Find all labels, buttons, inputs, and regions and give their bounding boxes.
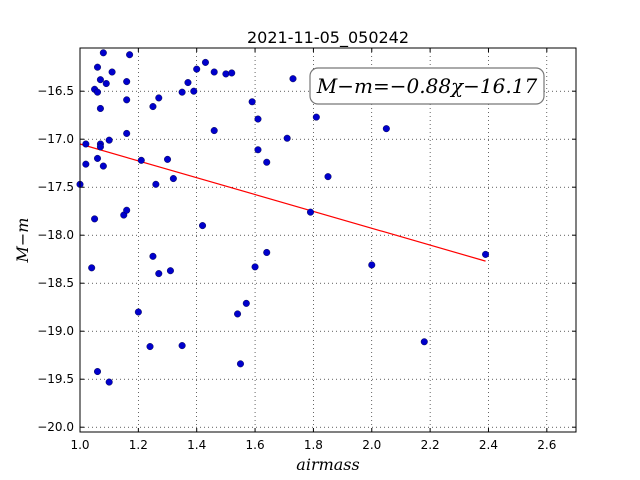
data-point bbox=[94, 154, 102, 162]
data-point bbox=[190, 87, 198, 95]
y-tick-label: −19.0 bbox=[37, 324, 74, 338]
data-point bbox=[126, 51, 134, 59]
data-point bbox=[88, 264, 96, 272]
data-point bbox=[184, 79, 192, 87]
data-point bbox=[420, 338, 428, 346]
data-point bbox=[306, 208, 314, 216]
data-point bbox=[164, 155, 172, 163]
data-point bbox=[178, 342, 186, 350]
data-point bbox=[134, 308, 142, 316]
x-axis-ticks: 1.0 1.2 1.4 1.6 1.8 2.0 2.2 2.4 2.6 bbox=[70, 48, 556, 452]
data-point bbox=[242, 299, 250, 307]
x-tick-label: 2.4 bbox=[479, 438, 498, 452]
data-point bbox=[368, 261, 376, 269]
data-point bbox=[248, 98, 256, 106]
data-point bbox=[283, 134, 291, 142]
data-point bbox=[149, 252, 157, 260]
data-point bbox=[108, 68, 116, 76]
data-point bbox=[152, 180, 160, 188]
data-point bbox=[169, 175, 177, 183]
grid-lines bbox=[79, 48, 576, 432]
data-point bbox=[193, 65, 201, 73]
plot-area bbox=[80, 48, 576, 432]
equation-annotation: M−m=−0.88χ−16.17 bbox=[309, 67, 545, 105]
data-point bbox=[236, 360, 244, 368]
data-point bbox=[99, 162, 107, 170]
y-tick-label: −18.5 bbox=[37, 276, 74, 290]
data-point bbox=[96, 76, 104, 84]
data-point bbox=[166, 267, 174, 275]
y-tick-label: −19.5 bbox=[37, 372, 74, 386]
y-axis-ticks: −16.5 −17.0 −17.5 −18.0 −18.5 −19.0 −19.5 −20.0 bbox=[37, 84, 576, 434]
data-point bbox=[149, 103, 157, 111]
data-point bbox=[146, 343, 154, 351]
data-point bbox=[263, 248, 271, 256]
x-tick-label: 1.8 bbox=[304, 438, 323, 452]
y-tick-label: −18.0 bbox=[37, 228, 74, 242]
fit-line-group bbox=[79, 143, 486, 262]
data-point bbox=[102, 80, 110, 88]
data-point bbox=[201, 58, 209, 66]
x-tick-label: 1.0 bbox=[70, 438, 89, 452]
data-point bbox=[123, 96, 131, 104]
x-tick-label: 2.2 bbox=[421, 438, 440, 452]
data-point bbox=[382, 125, 390, 133]
y-tick-label: −17.0 bbox=[37, 132, 74, 146]
annotation-text: M−m=−0.88χ−16.17 bbox=[316, 74, 538, 98]
data-point bbox=[91, 215, 99, 223]
y-axis-label: M−m bbox=[13, 218, 32, 264]
data-point bbox=[82, 160, 90, 168]
annotation-box bbox=[309, 67, 545, 105]
data-point bbox=[210, 127, 218, 135]
data-point bbox=[251, 263, 259, 271]
data-point bbox=[228, 69, 236, 77]
data-point bbox=[94, 88, 102, 96]
data-point bbox=[254, 115, 262, 123]
x-axis-label: airmass bbox=[296, 455, 359, 474]
data-point bbox=[312, 113, 320, 121]
chart-title: 2021-11-05_050242 bbox=[247, 28, 409, 48]
data-point bbox=[96, 143, 104, 151]
fit-line bbox=[79, 143, 486, 262]
data-point bbox=[222, 70, 230, 78]
data-point bbox=[105, 136, 113, 144]
data-point bbox=[99, 49, 107, 57]
data-point bbox=[82, 140, 90, 148]
data-point bbox=[482, 250, 490, 258]
data-point bbox=[254, 146, 262, 154]
data-point bbox=[155, 94, 163, 102]
x-tick-label: 2.0 bbox=[362, 438, 381, 452]
data-point bbox=[155, 270, 163, 278]
y-tick-label: −17.5 bbox=[37, 180, 74, 194]
data-point bbox=[123, 129, 131, 137]
data-point bbox=[123, 78, 131, 86]
y-tick-label: −16.5 bbox=[37, 84, 74, 98]
data-point bbox=[263, 158, 271, 166]
data-points bbox=[76, 49, 490, 386]
data-point bbox=[234, 310, 242, 318]
x-tick-label: 2.6 bbox=[537, 438, 556, 452]
data-point bbox=[210, 68, 218, 76]
data-point bbox=[137, 156, 145, 164]
x-tick-label: 1.4 bbox=[187, 438, 206, 452]
data-point bbox=[96, 104, 104, 112]
data-point bbox=[324, 173, 332, 181]
data-point bbox=[123, 206, 131, 214]
data-point bbox=[94, 63, 102, 71]
data-point bbox=[105, 378, 113, 386]
x-tick-label: 1.6 bbox=[246, 438, 265, 452]
x-tick-label: 1.2 bbox=[129, 438, 148, 452]
y-tick-label: −20.0 bbox=[37, 420, 74, 434]
data-point bbox=[289, 75, 297, 83]
data-point bbox=[178, 88, 186, 96]
data-point bbox=[94, 368, 102, 376]
plot-frame bbox=[79, 47, 577, 433]
data-point bbox=[199, 222, 207, 230]
